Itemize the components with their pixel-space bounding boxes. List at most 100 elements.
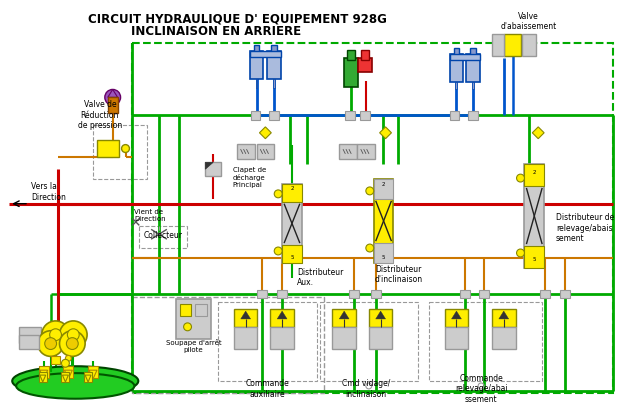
Bar	[492, 327, 516, 348]
Bar	[93, 125, 147, 179]
Polygon shape	[40, 375, 46, 382]
Bar	[460, 290, 470, 298]
Text: Distributeur de
relevage/abais
sement: Distributeur de relevage/abais sement	[556, 213, 614, 243]
Text: 5: 5	[533, 257, 536, 262]
Bar	[470, 48, 476, 56]
Bar	[249, 51, 281, 57]
Bar	[133, 43, 613, 393]
Polygon shape	[380, 127, 391, 139]
Bar	[256, 144, 274, 160]
Text: Valve
d'abaissement: Valve d'abaissement	[501, 12, 556, 31]
Bar	[88, 366, 98, 378]
Bar	[39, 366, 48, 378]
Text: Distributeur
Aux.: Distributeur Aux.	[297, 268, 344, 287]
Text: CIRCUIT HYDRAULIQUE D' EQUIPEMENT 928G: CIRCUIT HYDRAULIQUE D' EQUIPEMENT 928G	[89, 12, 387, 25]
Polygon shape	[65, 370, 72, 379]
Polygon shape	[277, 311, 287, 319]
Bar	[450, 111, 460, 120]
Ellipse shape	[16, 373, 134, 399]
Bar	[282, 184, 302, 263]
Bar	[450, 54, 463, 81]
Bar	[504, 34, 521, 56]
Text: Collecteur: Collecteur	[143, 231, 182, 240]
Circle shape	[183, 323, 192, 331]
Bar	[345, 111, 355, 120]
Bar	[369, 309, 392, 327]
Bar	[445, 309, 468, 327]
Bar	[237, 144, 254, 160]
Bar	[371, 290, 381, 298]
Circle shape	[517, 174, 524, 182]
Polygon shape	[85, 375, 91, 382]
Polygon shape	[89, 370, 97, 379]
Bar	[339, 144, 357, 160]
Bar	[282, 245, 302, 263]
Polygon shape	[259, 127, 271, 139]
Bar	[347, 50, 355, 60]
Text: 2: 2	[382, 182, 386, 187]
Bar	[84, 372, 92, 382]
Bar	[450, 54, 480, 60]
Polygon shape	[339, 311, 349, 319]
Polygon shape	[452, 311, 462, 319]
Bar	[429, 302, 542, 381]
Bar	[271, 45, 277, 53]
Bar	[472, 81, 474, 90]
Circle shape	[42, 321, 69, 348]
Text: Vient de
Direction: Vient de Direction	[134, 209, 166, 222]
Circle shape	[67, 338, 78, 349]
Circle shape	[122, 145, 129, 153]
Circle shape	[60, 321, 87, 348]
Bar	[282, 184, 302, 202]
Bar	[344, 58, 358, 88]
Polygon shape	[241, 311, 251, 319]
Bar	[63, 366, 73, 378]
Circle shape	[62, 360, 69, 367]
Bar	[374, 179, 393, 199]
Text: Valve de
Réduction
de pression: Valve de Réduction de pression	[78, 100, 122, 130]
Polygon shape	[205, 162, 213, 169]
Circle shape	[50, 329, 62, 341]
Bar	[361, 50, 369, 60]
Bar	[269, 111, 279, 120]
Text: Soupape d'arrêt
pilote: Soupape d'arrêt pilote	[166, 339, 221, 353]
Text: 2: 2	[533, 170, 536, 175]
Bar	[249, 51, 263, 79]
Circle shape	[65, 355, 72, 361]
Bar	[524, 246, 544, 268]
Circle shape	[517, 249, 524, 257]
Circle shape	[60, 331, 85, 356]
Bar	[180, 304, 192, 316]
Text: INCLINAISON EN ARRIERE: INCLINAISON EN ARRIERE	[131, 25, 301, 38]
Bar	[492, 34, 504, 56]
Bar	[205, 162, 221, 176]
Bar	[273, 79, 275, 88]
Circle shape	[366, 244, 374, 252]
Bar	[176, 299, 211, 339]
Ellipse shape	[12, 366, 138, 396]
Bar	[270, 327, 294, 348]
Bar	[320, 302, 418, 381]
Bar	[268, 51, 281, 79]
Circle shape	[67, 329, 79, 341]
Bar	[360, 111, 370, 120]
Bar	[332, 309, 356, 327]
Bar	[254, 45, 259, 53]
Circle shape	[45, 338, 57, 349]
Bar	[468, 111, 478, 120]
Text: Clapet de
décharge
Principal: Clapet de décharge Principal	[233, 166, 266, 188]
Polygon shape	[62, 375, 68, 382]
Bar	[522, 34, 536, 56]
Bar	[479, 290, 489, 298]
Bar	[560, 290, 570, 298]
Circle shape	[366, 187, 374, 195]
Bar	[369, 327, 392, 348]
Bar	[19, 327, 41, 343]
Text: 5: 5	[382, 255, 386, 261]
Bar	[19, 335, 39, 348]
Polygon shape	[376, 311, 386, 319]
Bar	[251, 111, 261, 120]
Polygon shape	[499, 311, 509, 319]
Circle shape	[274, 190, 282, 198]
Circle shape	[38, 331, 63, 356]
